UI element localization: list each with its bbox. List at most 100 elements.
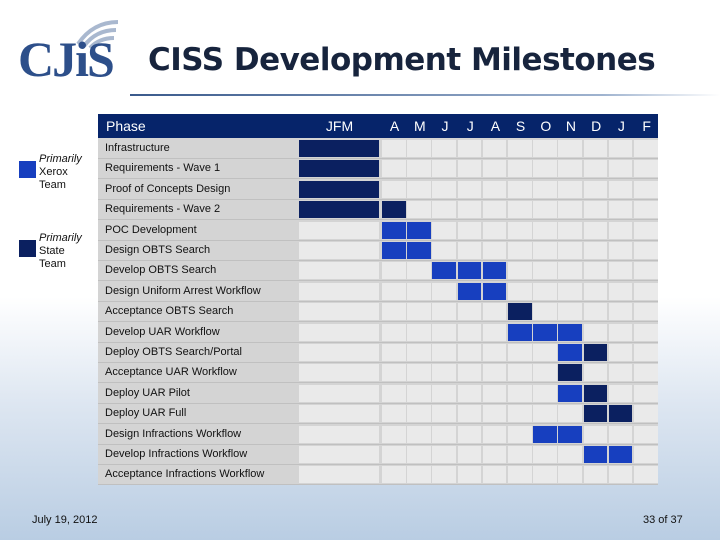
gantt-cell-empty xyxy=(533,446,557,463)
gantt-cell-empty xyxy=(508,201,532,219)
month-header-8: N xyxy=(565,118,577,134)
gantt-cell-empty xyxy=(432,221,457,239)
gantt-cell-empty xyxy=(299,282,379,300)
gantt-cell-empty xyxy=(382,262,406,280)
month-header-1: A xyxy=(389,118,400,134)
gantt-cell-empty xyxy=(634,323,658,341)
gantt-cell-empty xyxy=(432,384,457,402)
gantt-cell-empty xyxy=(299,242,379,259)
gantt-cell-empty xyxy=(608,140,633,157)
gantt-cell-empty xyxy=(583,262,608,280)
gantt-cell-xerox xyxy=(558,344,583,361)
gantt-cell-empty xyxy=(482,344,507,361)
gantt-cell-empty xyxy=(382,282,406,300)
gantt-cell-empty xyxy=(583,282,608,300)
gantt-cell-empty xyxy=(608,344,633,361)
gantt-cell-empty xyxy=(533,140,557,157)
gantt-cell-empty xyxy=(608,201,633,219)
gantt-cell-empty xyxy=(457,384,482,402)
gantt-cell-empty xyxy=(634,160,658,178)
gantt-cell-xerox xyxy=(432,262,457,280)
gantt-cell-empty xyxy=(382,384,406,402)
gantt-cell-empty xyxy=(608,180,633,198)
gantt-cell-empty xyxy=(382,160,406,178)
gantt-cell-empty xyxy=(407,282,431,300)
gantt-cell-empty xyxy=(608,282,633,300)
gantt-cell-empty xyxy=(533,466,557,484)
phase-name: Deploy UAR Full xyxy=(105,407,187,420)
gantt-cell-empty xyxy=(634,405,658,423)
month-header-7: O xyxy=(540,118,552,134)
footer-date: July 19, 2012 xyxy=(32,514,98,526)
gantt-cell-empty xyxy=(457,201,482,219)
gantt-cell-empty xyxy=(608,242,633,259)
gantt-cell-empty xyxy=(558,242,583,259)
gantt-cell-empty xyxy=(407,364,431,382)
gantt-cell-empty xyxy=(608,221,633,239)
gantt-cell-empty xyxy=(583,425,608,443)
gantt-cell-empty xyxy=(382,180,406,198)
table-row: Design Uniform Arrest Workflow xyxy=(98,281,658,302)
gantt-cell-empty xyxy=(482,160,507,178)
gantt-cell-empty xyxy=(508,344,532,361)
gantt-cell-empty xyxy=(533,242,557,259)
gantt-cell-empty xyxy=(299,323,379,341)
gantt-cell-empty xyxy=(634,384,658,402)
gantt-cell-state xyxy=(558,364,583,382)
legend-swatch-state xyxy=(19,240,36,257)
gantt-cell-empty xyxy=(558,140,583,157)
gantt-cell-empty xyxy=(299,262,379,280)
gantt-cell-empty xyxy=(382,446,406,463)
gantt-cell-empty xyxy=(432,201,457,219)
gantt-cell-empty xyxy=(608,466,633,484)
gantt-cell-empty xyxy=(634,201,658,219)
gantt-cell-empty xyxy=(382,364,406,382)
gantt-cell-empty xyxy=(482,384,507,402)
gantt-cell-empty xyxy=(508,405,532,423)
gantt-cell-empty xyxy=(608,364,633,382)
gantt-cell-empty xyxy=(432,466,457,484)
gantt-cell-empty xyxy=(482,303,507,321)
gantt-cell-empty xyxy=(608,160,633,178)
gantt-cell-empty xyxy=(482,201,507,219)
gantt-cell-empty xyxy=(407,344,431,361)
gantt-cell-empty xyxy=(457,160,482,178)
month-header-2: M xyxy=(413,118,426,134)
gantt-cell-empty xyxy=(508,221,532,239)
gantt-cell-empty xyxy=(583,323,608,341)
gantt-cell-empty xyxy=(482,364,507,382)
gantt-cell-xerox xyxy=(382,242,406,259)
phase-column-header: Phase xyxy=(106,118,146,134)
gantt-cell-state xyxy=(608,405,633,423)
month-header-9: D xyxy=(591,118,602,134)
gantt-cell-empty xyxy=(634,446,658,463)
gantt-cell-empty xyxy=(533,303,557,321)
gantt-cell-empty xyxy=(407,303,431,321)
gantt-cell-empty xyxy=(608,262,633,280)
gantt-cell-empty xyxy=(382,405,406,423)
table-row: Acceptance OBTS Search xyxy=(98,302,658,323)
gantt-cell-empty xyxy=(299,466,379,484)
gantt-cell-empty xyxy=(533,221,557,239)
table-row: Develop UAR Workflow xyxy=(98,322,658,343)
gantt-cell-empty xyxy=(634,242,658,259)
gantt-cell-empty xyxy=(407,384,431,402)
gantt-cell-xerox xyxy=(482,282,507,300)
gantt-cell-state xyxy=(299,140,379,157)
phase-name: Design Infractions Workflow xyxy=(105,427,242,440)
gantt-cell-empty xyxy=(508,180,532,198)
signal-waves-icon xyxy=(76,20,119,50)
gantt-cell-empty xyxy=(508,140,532,157)
phase-name: Proof of Concepts Design xyxy=(105,182,231,195)
gantt-cell-empty xyxy=(432,160,457,178)
gantt-cell-empty xyxy=(299,303,379,321)
gantt-cell-empty xyxy=(533,405,557,423)
gantt-cell-empty xyxy=(382,466,406,484)
gantt-cell-state xyxy=(382,201,406,219)
gantt-cell-empty xyxy=(508,364,532,382)
gantt-cell-empty xyxy=(533,262,557,280)
gantt-cell-empty xyxy=(558,405,583,423)
gantt-cell-empty xyxy=(457,405,482,423)
gantt-cell-xerox xyxy=(558,384,583,402)
gantt-cell-empty xyxy=(407,262,431,280)
